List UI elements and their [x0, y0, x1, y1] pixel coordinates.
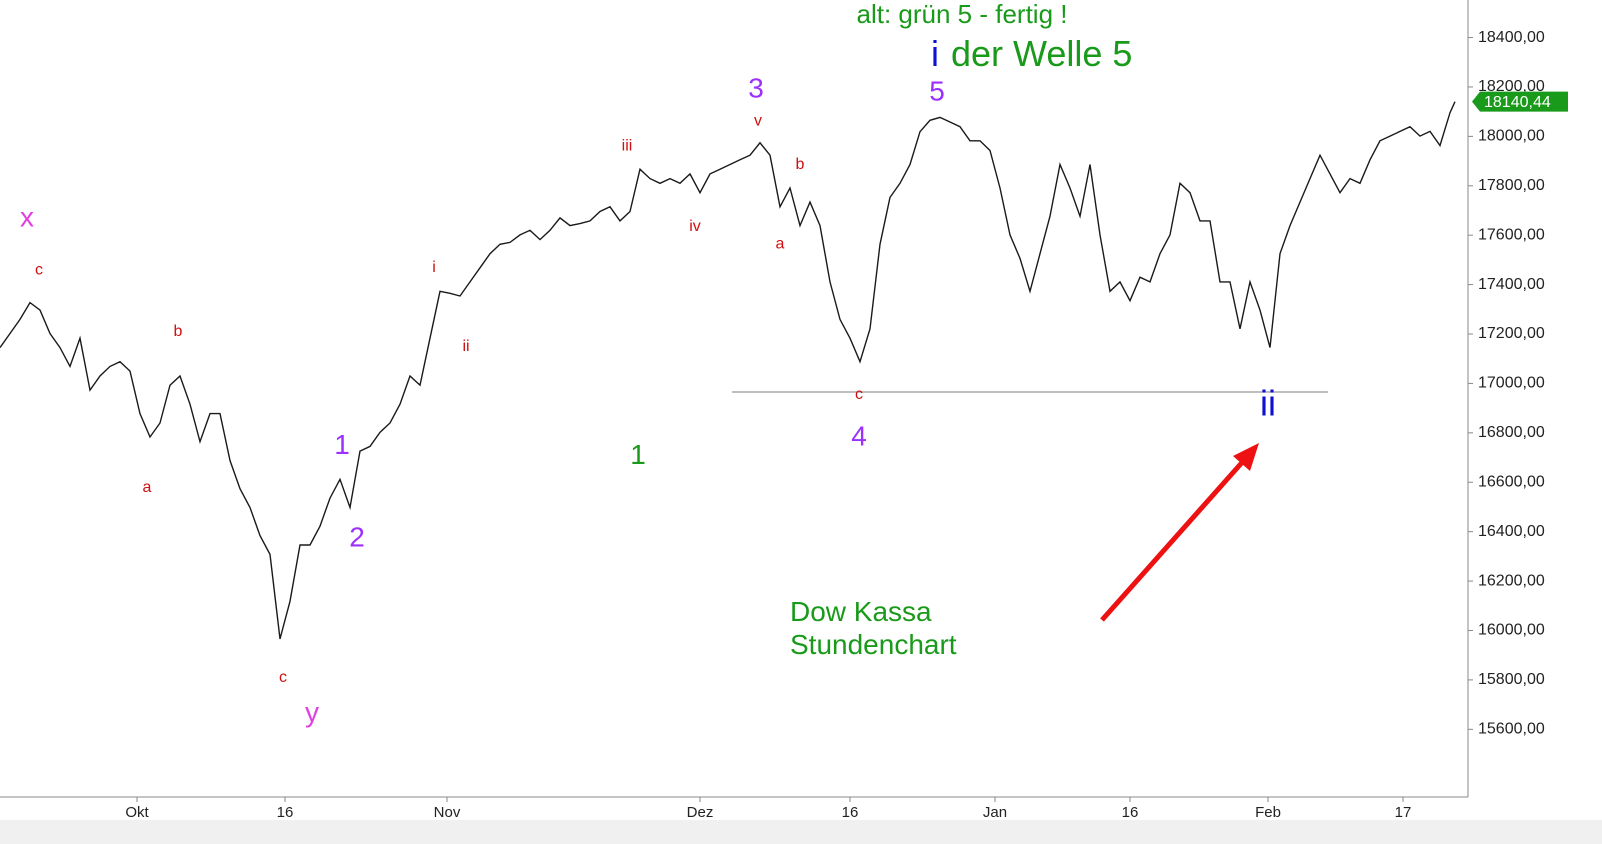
- annotation: b: [796, 156, 805, 173]
- y-tick-label: 17600,00: [1478, 226, 1545, 243]
- y-tick-label: 16000,00: [1478, 622, 1545, 639]
- annotation: alt: grün 5 - fertig !: [857, 0, 1068, 29]
- footer-strip: [0, 820, 1602, 844]
- x-tick-label: 16: [277, 804, 294, 821]
- annotation: 3: [748, 73, 764, 104]
- x-tick-label: 16: [842, 804, 859, 821]
- annotation: v: [754, 113, 762, 130]
- annotation: c: [35, 262, 43, 279]
- annotation: 1: [334, 429, 350, 460]
- x-tick-label: 16: [1122, 804, 1139, 821]
- annotation: 4: [851, 420, 867, 451]
- annotation: c: [279, 669, 287, 686]
- annotation: i: [432, 259, 436, 276]
- annotation: 2: [349, 522, 365, 553]
- x-tick-label: Feb: [1255, 804, 1281, 821]
- y-tick-label: 18200,00: [1478, 78, 1545, 95]
- y-tick-label: 17200,00: [1478, 325, 1545, 342]
- price-line: [0, 101, 1456, 640]
- annotation: 1: [630, 439, 646, 470]
- x-tick-label: 17: [1395, 804, 1412, 821]
- y-tick-label: 17400,00: [1478, 276, 1545, 293]
- y-tick-label: 17800,00: [1478, 177, 1545, 194]
- annotation: der Welle 5: [951, 33, 1132, 74]
- y-tick-label: 17000,00: [1478, 375, 1545, 392]
- annotation: b: [174, 323, 183, 340]
- y-tick-label: 16600,00: [1478, 473, 1545, 490]
- annotation: Stundenchart: [790, 629, 957, 660]
- y-tick-label: 16200,00: [1478, 572, 1545, 589]
- annotation: c: [855, 386, 863, 403]
- annotation: i: [931, 33, 939, 74]
- y-tick-label: 16400,00: [1478, 523, 1545, 540]
- annotation: a: [143, 479, 152, 496]
- y-tick-label: 18000,00: [1478, 128, 1545, 145]
- annotation: ii: [462, 338, 469, 355]
- x-tick-label: Jan: [983, 804, 1007, 821]
- red-arrow: [1100, 443, 1259, 622]
- annotation: y: [305, 697, 319, 728]
- annotation: iii: [622, 138, 633, 155]
- annotation: x: [20, 201, 34, 232]
- annotation: a: [776, 236, 785, 253]
- y-tick-label: 15600,00: [1478, 721, 1545, 738]
- annotation: Dow Kassa: [790, 596, 932, 627]
- y-tick-label: 18400,00: [1478, 29, 1545, 46]
- price-label: 18140,44: [1484, 94, 1551, 111]
- annotation: 5: [929, 75, 945, 106]
- annotation: iv: [689, 218, 701, 235]
- y-tick-label: 16800,00: [1478, 424, 1545, 441]
- x-tick-label: Nov: [434, 804, 461, 821]
- x-tick-label: Dez: [687, 804, 714, 821]
- x-tick-label: Okt: [125, 804, 149, 821]
- y-tick-label: 15800,00: [1478, 671, 1545, 688]
- annotation: ii: [1260, 382, 1276, 423]
- price-label-box: [1472, 91, 1568, 112]
